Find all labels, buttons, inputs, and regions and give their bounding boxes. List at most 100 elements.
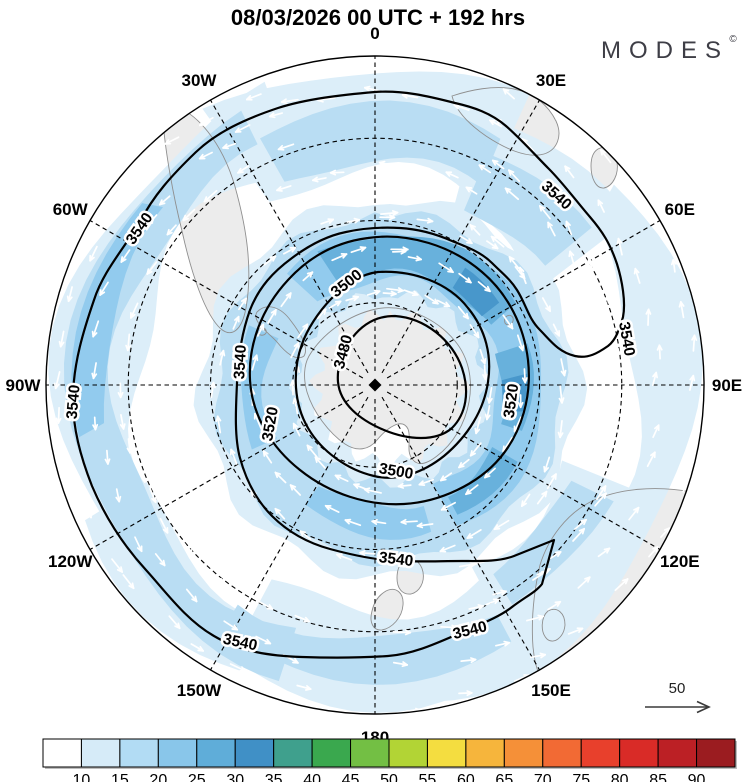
- lon-label-60E: 60E: [665, 200, 695, 219]
- wind-arrow-shaft: [93, 416, 97, 431]
- wind-arrow-shaft: [268, 112, 284, 118]
- wind-arrow: [614, 347, 621, 364]
- colorbar-cell: [311, 738, 352, 768]
- wind-arrow-shaft: [672, 258, 676, 273]
- wind-arrow-shaft: [166, 224, 177, 236]
- wind-arrow-shaft: [297, 323, 309, 339]
- wind-arrow-head: [655, 371, 658, 379]
- wind-arrow: [146, 261, 158, 275]
- wind-arrow: [485, 598, 500, 606]
- wind-arrow-shaft: [546, 473, 557, 490]
- wind-arrow-head: [474, 427, 477, 435]
- wind-arrow-head: [556, 600, 562, 607]
- wind-arrow: [117, 382, 124, 399]
- wind-arrow-head: [203, 196, 208, 203]
- colorbar-tick-label: 55: [419, 772, 437, 782]
- wind-arrow: [328, 300, 342, 309]
- wind-arrow-shaft: [64, 454, 70, 472]
- wind-arrow-head: [554, 113, 561, 118]
- wind-arrow: [633, 267, 641, 284]
- wind-arrow-shaft: [523, 368, 527, 384]
- wind-arrow-shaft: [190, 643, 204, 652]
- wind-arrow-shaft: [159, 517, 169, 534]
- wind-arrow-head: [230, 448, 236, 454]
- wind-arrow: [536, 490, 548, 505]
- wind-arrow-head: [581, 527, 586, 535]
- wind-arrow-head: [470, 658, 477, 664]
- wind-arrow-shaft: [552, 323, 561, 337]
- wind-arrow: [656, 344, 663, 360]
- wind-arrow: [294, 614, 310, 623]
- wind-arrow: [623, 377, 630, 392]
- wind-arrow-shaft: [502, 314, 514, 330]
- wind-arrow-head: [136, 547, 143, 553]
- wind-arrow-shaft: [458, 272, 472, 284]
- wind-arrow: [547, 551, 562, 561]
- wind-arrow: [469, 224, 481, 236]
- wind-arrow: [147, 214, 158, 226]
- wind-arrow-shaft: [378, 161, 394, 167]
- wind-arrow-shaft: [280, 98, 299, 103]
- wind-arrow-head: [465, 280, 472, 284]
- wind-arrow-head: [397, 482, 404, 488]
- wind-arrow-shaft: [230, 448, 238, 465]
- wind-arrow-head: [99, 289, 102, 296]
- longitude-line: [89, 220, 364, 379]
- lon-label-0: 0: [370, 24, 379, 43]
- wind-arrow-shaft: [502, 88, 515, 100]
- wind-arrow: [469, 442, 482, 457]
- wind-arrow-shaft: [258, 600, 274, 610]
- wind-arrow-shaft: [306, 444, 318, 458]
- wind-arrow: [164, 136, 180, 145]
- wind-arrow-shaft: [508, 169, 521, 183]
- wind-arrow: [134, 536, 143, 553]
- wind-arrow-head: [159, 562, 166, 567]
- wind-arrow: [182, 208, 196, 222]
- wind-arrow: [209, 381, 216, 399]
- wind-arrow-shaft: [229, 663, 246, 672]
- wind-arrow-shaft: [127, 438, 131, 454]
- wind-arrow-head: [547, 221, 553, 227]
- wind-arrow-head: [128, 585, 135, 590]
- shading-band: [408, 184, 703, 702]
- wind-arrow: [504, 187, 520, 201]
- wind-arrow-head: [484, 289, 491, 293]
- wind-arrow-shaft: [536, 490, 548, 505]
- wind-arrow-head: [439, 546, 445, 553]
- wind-arrow-shaft: [486, 240, 499, 250]
- wind-arrow-head: [104, 458, 109, 465]
- wind-arrow-head: [277, 144, 284, 151]
- lon-label-120E: 120E: [660, 552, 700, 571]
- wind-arrow-shaft: [363, 488, 382, 494]
- wind-arrow: [439, 472, 453, 482]
- wind-arrow-shaft: [371, 520, 387, 525]
- map-boundary-circle: [45, 55, 705, 715]
- wind-arrow-head: [415, 258, 422, 262]
- wind-arrow-head: [603, 492, 607, 499]
- wind-arrow-shaft: [111, 558, 124, 573]
- wind-arrow-head: [466, 533, 471, 539]
- wind-arrow: [479, 348, 487, 365]
- colorbar-tick-label: 65: [495, 772, 513, 782]
- wind-arrow-shaft: [567, 627, 584, 635]
- wind-arrow-head: [186, 551, 193, 556]
- wind-arrow: [625, 180, 634, 194]
- wind-arrow: [312, 176, 327, 183]
- wind-arrow: [484, 404, 491, 421]
- wind-arrow-shaft: [625, 180, 634, 194]
- wind-arrow: [445, 171, 459, 179]
- wind-arrow-shaft: [85, 502, 92, 519]
- wind-arrow: [502, 88, 515, 100]
- wind-arrow: [251, 354, 259, 371]
- wind-arrow: [130, 302, 139, 319]
- wind-arrow-head: [538, 615, 544, 621]
- wind-arrow: [546, 473, 557, 490]
- wind-arrow-head: [309, 271, 314, 278]
- wind-arrow-head: [198, 153, 204, 160]
- wind-arrow-shaft: [539, 205, 551, 220]
- wind-arrow-head: [92, 424, 97, 431]
- wind-arrow-shaft: [316, 308, 327, 320]
- wind-arrow: [440, 501, 456, 511]
- reference-arrow-label: 50: [669, 680, 686, 697]
- colorbar-tick-label: 85: [649, 772, 667, 782]
